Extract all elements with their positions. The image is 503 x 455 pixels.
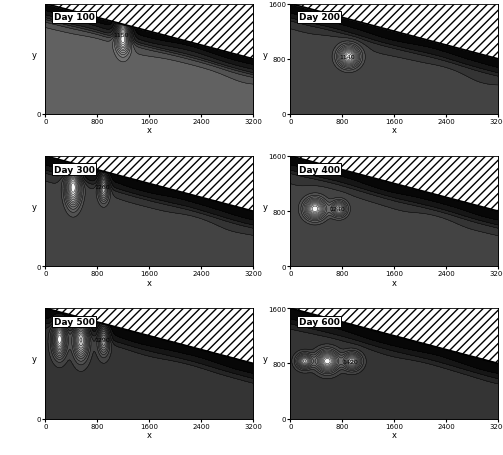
Y-axis label: y: y [31,354,36,364]
Y-axis label: y: y [263,51,268,60]
Polygon shape [45,308,253,364]
X-axis label: x: x [392,126,397,135]
X-axis label: x: x [146,126,151,135]
Polygon shape [45,157,253,212]
Y-axis label: y: y [263,202,268,212]
X-axis label: x: x [146,430,151,439]
Text: 1240: 1240 [330,207,346,212]
Y-axis label: y: y [31,202,36,212]
Polygon shape [290,5,498,60]
Text: Day 600: Day 600 [299,317,340,326]
Y-axis label: y: y [263,354,268,364]
Text: 1260: 1260 [94,185,110,190]
Text: Day 200: Day 200 [299,13,340,22]
X-axis label: x: x [146,278,151,287]
Text: Day 100: Day 100 [54,13,95,22]
Text: 1140: 1140 [340,55,355,60]
Polygon shape [290,308,498,364]
Text: Day 400: Day 400 [299,165,340,174]
X-axis label: x: x [392,430,397,439]
Text: 1150: 1150 [114,33,129,38]
Y-axis label: y: y [31,51,36,60]
Polygon shape [45,5,253,60]
Text: 1290: 1290 [94,337,110,342]
Text: Day 300: Day 300 [54,165,95,174]
X-axis label: x: x [392,278,397,287]
Text: 1420: 1420 [343,359,359,364]
Polygon shape [290,157,498,212]
Text: Day 500: Day 500 [54,317,95,326]
